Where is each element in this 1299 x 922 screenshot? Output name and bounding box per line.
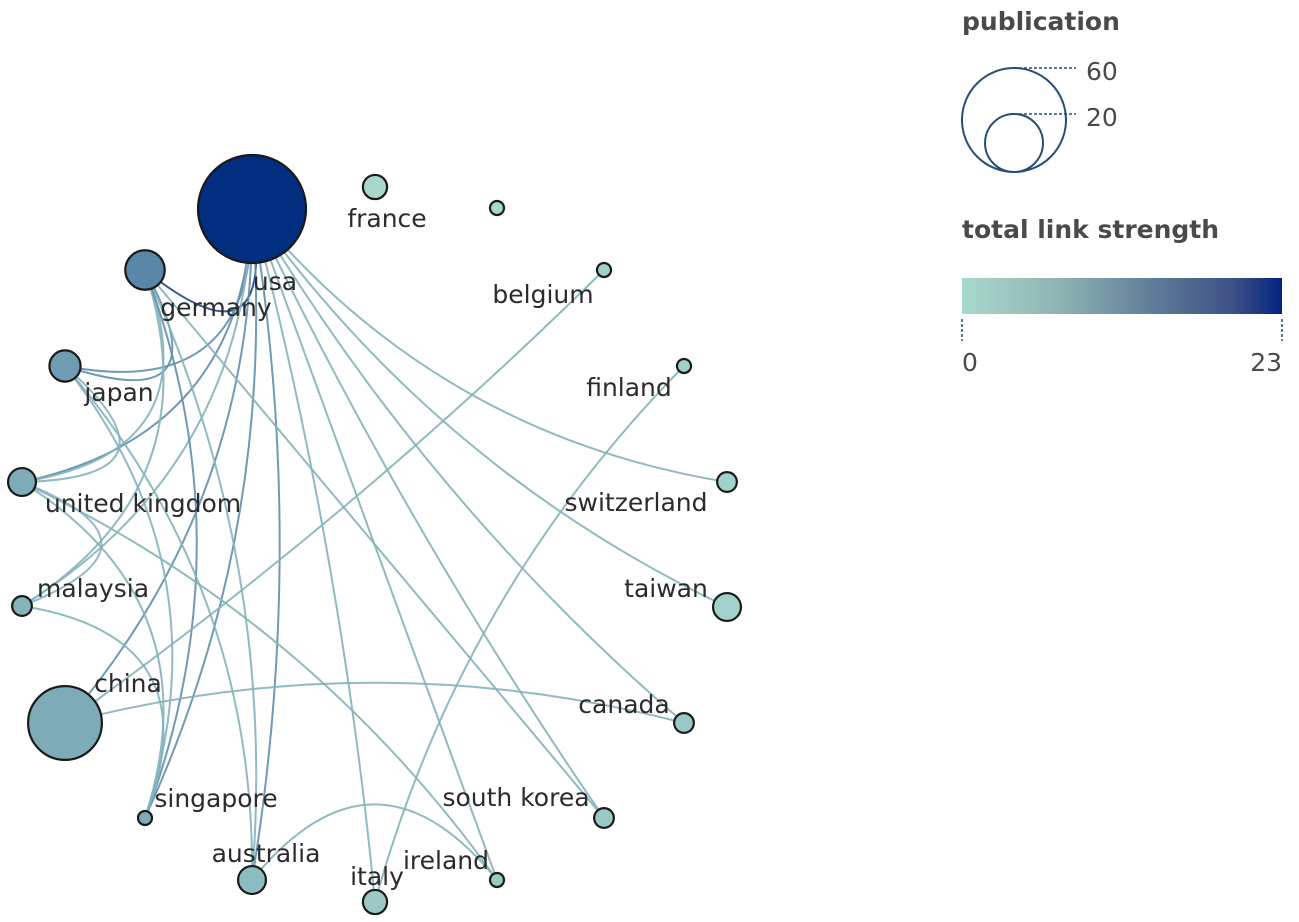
edge-china-belgium xyxy=(64,269,605,724)
node-china[interactable] xyxy=(27,685,103,761)
node-label-switzerland: switzerland xyxy=(565,488,708,517)
node-label-japan: japan xyxy=(83,378,153,407)
legend-color-min: 0 xyxy=(962,348,978,377)
edge-japan-united-kingdom xyxy=(21,365,121,483)
node-label-singapore: singapore xyxy=(154,784,277,813)
edge-usa-switzerland xyxy=(251,208,728,483)
node-label-china: china xyxy=(94,669,162,698)
edge-italy-finland xyxy=(374,365,685,903)
edge-usa-taiwan xyxy=(251,208,728,608)
legend-color-max: 23 xyxy=(1250,348,1282,377)
legend-size-small-value: 20 xyxy=(1086,103,1118,132)
node-belgium[interactable] xyxy=(595,261,613,279)
edge-germany-south-korea xyxy=(144,269,605,819)
edge-usa-south-korea xyxy=(251,208,605,819)
node-italy[interactable] xyxy=(361,888,389,916)
node-label-belgium: belgium xyxy=(492,280,593,309)
node-label-ireland: ireland xyxy=(403,846,489,875)
node-label-italy: italy xyxy=(350,862,404,891)
node-unlabeled[interactable] xyxy=(488,199,506,217)
edge-usa-united-kingdom xyxy=(21,208,253,483)
legend-size-large-value: 60 xyxy=(1086,57,1118,86)
nodes-layer: usa france belgium finland switzerland taiwan… xyxy=(6,153,743,916)
edge-usa-malaysia xyxy=(21,208,253,607)
node-canada[interactable] xyxy=(673,712,695,734)
node-finland[interactable] xyxy=(675,357,693,375)
legend: publication 60 20 total link strength 0 … xyxy=(961,7,1283,377)
edge-japan-australia xyxy=(64,365,254,881)
node-singapore[interactable] xyxy=(136,809,154,827)
node-australia[interactable] xyxy=(236,864,268,896)
node-label-taiwan: taiwan xyxy=(624,574,708,603)
node-label-malaysia: malaysia xyxy=(37,574,149,603)
edge-germany-malaysia xyxy=(21,269,165,607)
edge-usa-canada xyxy=(251,208,685,724)
node-japan[interactable] xyxy=(48,349,82,383)
edges-layer xyxy=(21,208,728,903)
legend-size-circle-small xyxy=(984,113,1044,173)
edge-germany-australia xyxy=(144,269,258,881)
edge-united-kingdom-singapore xyxy=(21,481,165,819)
node-label-south-korea: south korea xyxy=(442,783,589,812)
edge-australia-ireland xyxy=(251,803,498,881)
node-label-france: france xyxy=(347,204,426,233)
edge-germany-united-kingdom xyxy=(21,269,165,483)
node-ireland[interactable] xyxy=(488,871,506,889)
legend-size-circle-large xyxy=(961,67,1067,173)
node-label-germany: germany xyxy=(160,293,272,322)
node-united-kingdom[interactable] xyxy=(6,466,38,498)
edge-malaysia-singapore xyxy=(21,605,165,819)
edge-usa-italy xyxy=(251,208,376,903)
node-label-finland: finland xyxy=(586,373,672,402)
node-south-korea[interactable] xyxy=(593,807,615,829)
edge-usa-singapore xyxy=(144,208,258,819)
edge-china-canada xyxy=(64,681,685,724)
edge-germany-japan xyxy=(64,269,174,382)
node-label-australia: australia xyxy=(212,839,321,868)
edge-usa-china xyxy=(64,208,254,724)
legend-size-title: publication xyxy=(962,7,1120,36)
node-usa[interactable] xyxy=(196,153,308,265)
edge-germany-singapore xyxy=(144,269,198,819)
node-france[interactable] xyxy=(361,173,389,201)
node-germany[interactable] xyxy=(124,249,166,291)
edge-united-kingdom-ireland xyxy=(21,481,498,881)
legend-color-title: total link strength xyxy=(962,215,1219,244)
edge-united-kingdom-malaysia xyxy=(21,481,103,607)
legend-color-bar xyxy=(962,278,1282,314)
node-label-usa: usa xyxy=(253,267,297,296)
edge-usa-australia xyxy=(251,208,281,881)
node-taiwan[interactable] xyxy=(711,591,743,623)
node-switzerland[interactable] xyxy=(716,471,738,493)
node-malaysia[interactable] xyxy=(11,595,33,617)
node-label-canada: canada xyxy=(578,690,669,719)
node-label-united-kingdom: united kingdom xyxy=(45,489,241,518)
